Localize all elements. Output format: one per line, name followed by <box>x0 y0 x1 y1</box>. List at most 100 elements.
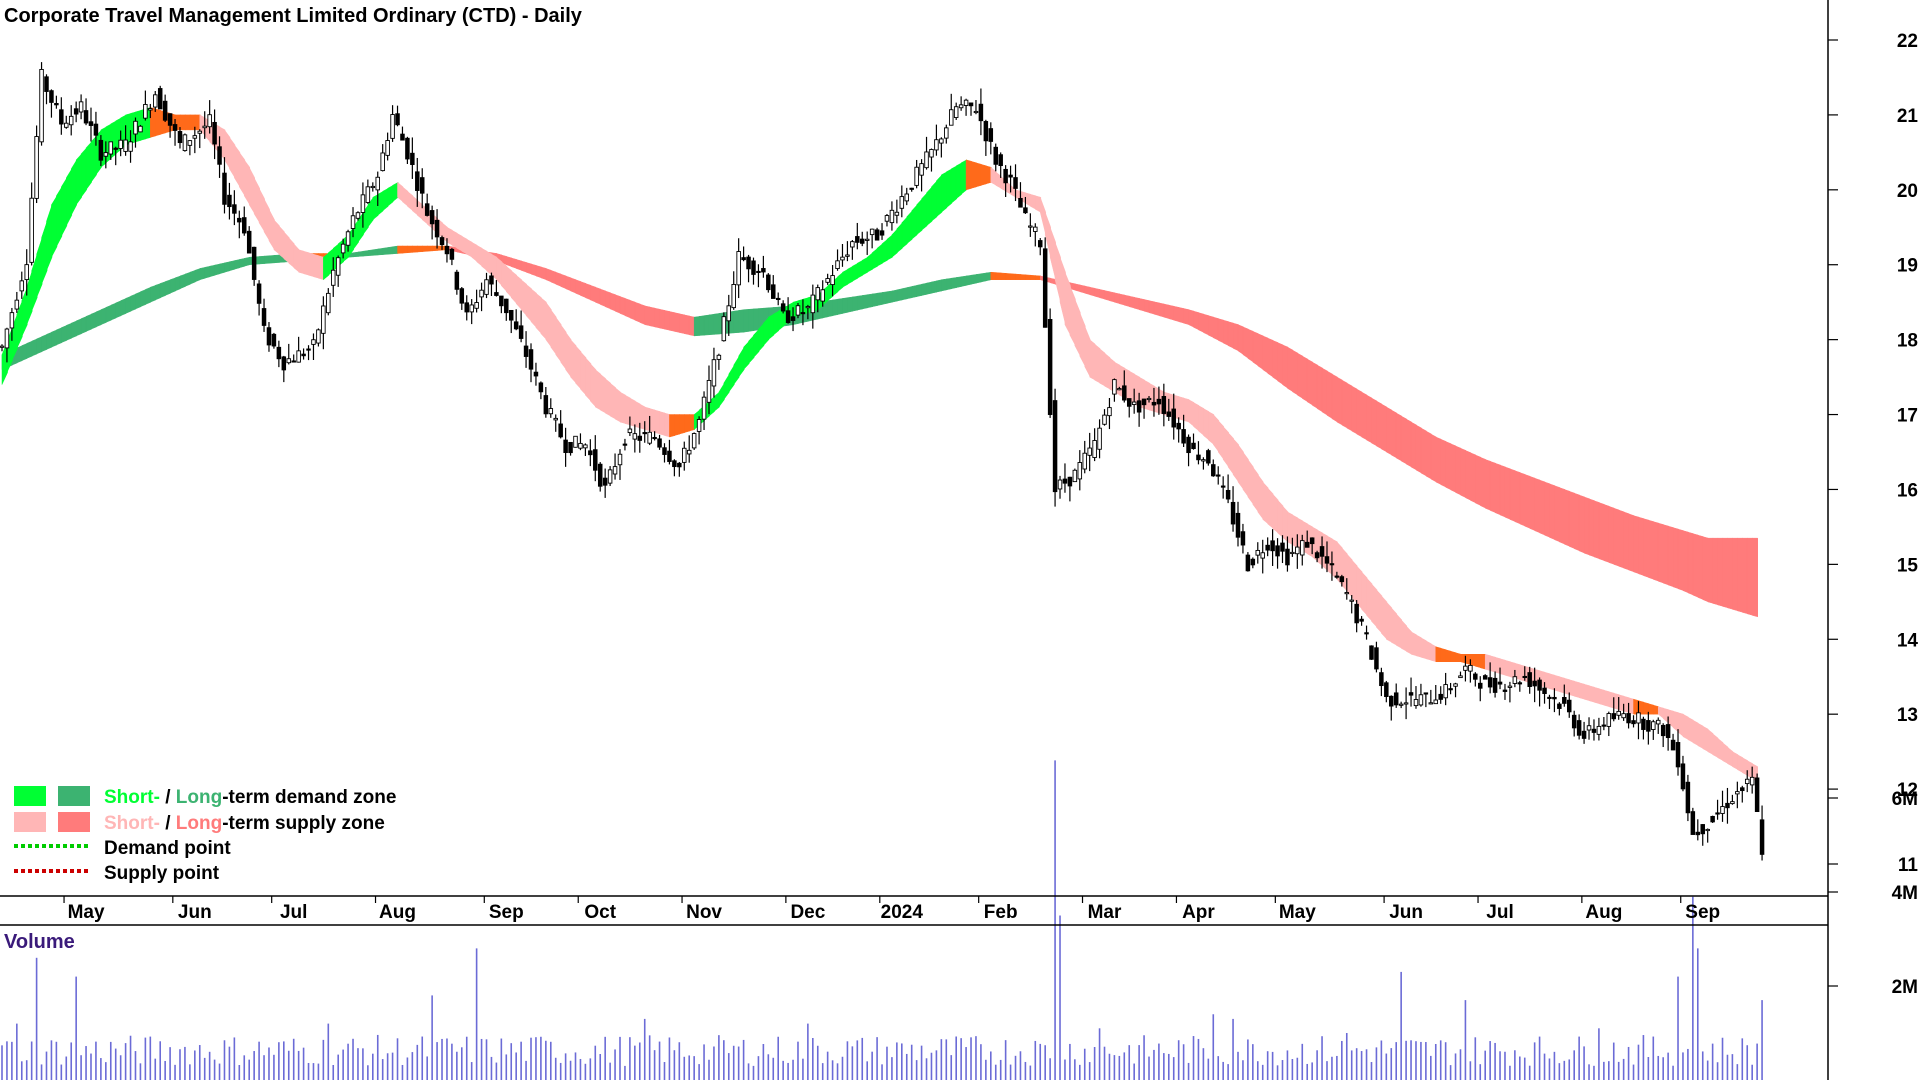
candle-down <box>978 103 984 122</box>
candle-down <box>538 382 544 393</box>
candle-down <box>1473 673 1478 680</box>
candle-up <box>1403 702 1409 705</box>
candle-down <box>597 463 603 487</box>
candle-down <box>1566 699 1572 713</box>
candle-up <box>899 196 905 209</box>
price-tick-label: 14 <box>1897 630 1919 651</box>
candle-down <box>276 346 282 360</box>
candle-down <box>1151 401 1157 406</box>
time-tick-label: Aug <box>379 902 416 923</box>
candle-up <box>1507 685 1513 688</box>
candle-up <box>479 289 484 298</box>
short-band-segment <box>85 141 92 191</box>
candle-down <box>1126 398 1132 407</box>
candle-up <box>326 292 331 314</box>
candle-up <box>805 306 811 309</box>
candle-down <box>1270 540 1275 552</box>
candle-up <box>118 139 123 149</box>
candle-up <box>1146 397 1152 401</box>
time-tick-label: Apr <box>1182 902 1215 923</box>
candle-down <box>508 309 514 321</box>
candle-down <box>162 100 168 121</box>
candle-up <box>1512 676 1518 684</box>
candle-down <box>1215 474 1221 477</box>
candle-down <box>657 438 662 448</box>
candle-down <box>1329 563 1335 566</box>
candle-up <box>944 127 949 139</box>
time-axis: May Jun Jul Aug Sep Oct Nov Dec 2024 Feb Mar Apr May… <box>63 896 1720 923</box>
candle-up <box>1077 462 1083 480</box>
short-band-segment <box>387 184 394 207</box>
candle-down <box>242 217 247 234</box>
candle-up <box>1443 684 1448 699</box>
short-band-segment <box>733 355 740 386</box>
candle-down <box>212 121 217 145</box>
time-tick-label: Mar <box>1088 902 1122 923</box>
candle-down <box>167 113 173 126</box>
short-band-segment <box>931 180 938 222</box>
candle-up <box>1428 702 1434 705</box>
candle-up <box>29 197 34 263</box>
candle-down <box>563 439 568 453</box>
time-tick-label: Jul <box>280 902 307 923</box>
legend-swatch-short-demand <box>14 786 46 806</box>
candle-up <box>1072 469 1078 483</box>
candle-up <box>345 231 351 246</box>
candle-down <box>1448 688 1453 691</box>
candle-up <box>138 125 143 133</box>
candle-up <box>820 289 825 302</box>
long-band-segment <box>1751 537 1758 618</box>
time-tick-label: Nov <box>686 902 722 923</box>
legend-supply-point: Supply point <box>104 863 220 884</box>
short-band-segment <box>926 186 933 227</box>
candle-up <box>869 228 875 236</box>
candle-up <box>1453 683 1458 687</box>
candle-down <box>499 295 504 307</box>
short-band-segment <box>886 234 893 261</box>
candle-up <box>736 251 741 286</box>
candle-up <box>355 212 361 219</box>
time-tick-label: Sep <box>489 902 524 923</box>
candle-down <box>1122 385 1127 401</box>
candle-up <box>1636 712 1641 724</box>
legend-supply-long: Long <box>176 813 222 834</box>
candle-down <box>1487 677 1493 688</box>
candle-up <box>1468 664 1473 672</box>
candle-up <box>192 135 198 139</box>
candle-up <box>1295 546 1300 555</box>
short-band-segment <box>748 334 755 365</box>
candle-up <box>207 114 212 128</box>
candle-up <box>469 304 474 313</box>
legend: Short- / Long-term demand zone Short- / … <box>14 786 396 884</box>
short-band-segment <box>921 192 928 231</box>
candle-up <box>1655 719 1661 725</box>
chart-title: Corporate Travel Management Limited Ordi… <box>4 5 583 27</box>
candle-down <box>172 124 178 131</box>
candle-down <box>395 113 400 126</box>
candle-down <box>1685 781 1691 814</box>
candle-up <box>884 215 890 222</box>
candle-down <box>1423 692 1429 695</box>
candle-down <box>1438 693 1443 700</box>
candle-up <box>1749 776 1755 786</box>
candle-down <box>301 353 306 357</box>
candle-down <box>800 312 806 315</box>
candle-down <box>756 270 761 274</box>
short-band-segment <box>90 135 97 184</box>
candle-down <box>1047 318 1053 415</box>
candle-down <box>424 203 430 216</box>
candle-down <box>1211 464 1216 477</box>
candle-down <box>1576 720 1582 736</box>
candle-down <box>227 194 232 208</box>
candle-up <box>1033 226 1038 232</box>
candle-down <box>1023 207 1028 214</box>
candle-up <box>335 257 341 276</box>
time-tick-label: May <box>1279 902 1316 923</box>
candle-down <box>439 237 445 246</box>
short-band-segment <box>46 204 53 271</box>
time-tick-label: Jun <box>178 902 212 923</box>
short-band-segment <box>941 171 948 213</box>
candle-down <box>489 275 494 285</box>
candle-down <box>1156 398 1162 405</box>
candle-up <box>1621 713 1626 719</box>
